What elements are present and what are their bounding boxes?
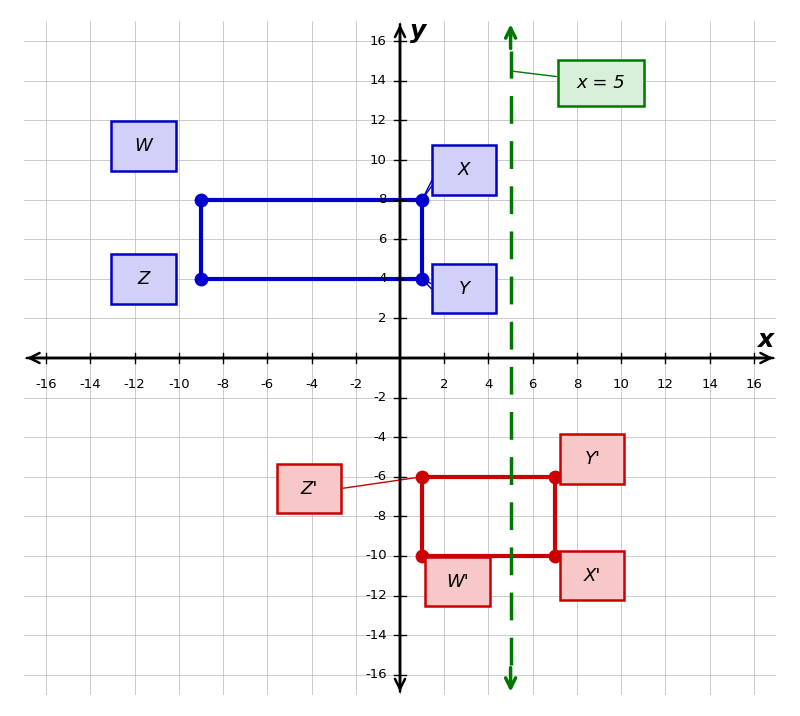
FancyBboxPatch shape xyxy=(278,464,342,513)
Text: 8: 8 xyxy=(573,378,581,391)
Text: -8: -8 xyxy=(374,510,386,523)
Text: 14: 14 xyxy=(702,378,718,391)
Point xyxy=(416,550,429,561)
Text: W': W' xyxy=(446,573,469,591)
Text: 2: 2 xyxy=(378,312,386,325)
Text: 2: 2 xyxy=(440,378,449,391)
Point xyxy=(416,273,429,284)
FancyBboxPatch shape xyxy=(111,122,175,171)
Text: X: X xyxy=(458,161,470,179)
FancyBboxPatch shape xyxy=(432,264,496,314)
Point xyxy=(416,471,429,483)
Text: 6: 6 xyxy=(378,233,386,246)
Text: -4: -4 xyxy=(305,378,318,391)
FancyBboxPatch shape xyxy=(560,434,625,484)
Text: X': X' xyxy=(584,567,601,585)
Text: -16: -16 xyxy=(365,668,386,681)
Point xyxy=(416,194,429,205)
Text: -16: -16 xyxy=(35,378,57,391)
Text: -2: -2 xyxy=(349,378,362,391)
Text: Y': Y' xyxy=(585,450,601,468)
Text: -10: -10 xyxy=(168,378,190,391)
Point xyxy=(194,194,207,205)
Text: 4: 4 xyxy=(378,272,386,285)
Text: Z': Z' xyxy=(301,480,318,498)
Text: 10: 10 xyxy=(370,153,386,167)
Text: y: y xyxy=(410,19,426,44)
Text: x: x xyxy=(757,328,773,352)
Text: Y: Y xyxy=(458,280,470,298)
Text: Z: Z xyxy=(138,270,150,288)
Point xyxy=(194,273,207,284)
Text: W: W xyxy=(134,137,152,155)
Text: -2: -2 xyxy=(374,391,386,404)
Text: -6: -6 xyxy=(374,470,386,483)
Text: 12: 12 xyxy=(370,114,386,127)
FancyBboxPatch shape xyxy=(111,254,175,304)
FancyBboxPatch shape xyxy=(432,145,496,195)
Text: 4: 4 xyxy=(484,378,493,391)
Text: -14: -14 xyxy=(365,629,386,642)
Text: x = 5: x = 5 xyxy=(577,74,626,92)
Text: -6: -6 xyxy=(261,378,274,391)
Text: -10: -10 xyxy=(365,549,386,563)
FancyBboxPatch shape xyxy=(558,60,645,105)
Text: -14: -14 xyxy=(79,378,101,391)
Text: -4: -4 xyxy=(374,431,386,444)
Text: 16: 16 xyxy=(370,35,386,48)
Point xyxy=(549,471,562,483)
Text: -12: -12 xyxy=(365,589,386,602)
Text: -8: -8 xyxy=(217,378,230,391)
Point xyxy=(549,550,562,561)
Text: 14: 14 xyxy=(370,74,386,87)
Text: 6: 6 xyxy=(529,378,537,391)
FancyBboxPatch shape xyxy=(426,557,490,606)
Text: 12: 12 xyxy=(657,378,674,391)
FancyBboxPatch shape xyxy=(560,551,625,601)
Text: -12: -12 xyxy=(124,378,146,391)
Text: 10: 10 xyxy=(613,378,630,391)
Text: 16: 16 xyxy=(746,378,762,391)
Text: 8: 8 xyxy=(378,193,386,206)
